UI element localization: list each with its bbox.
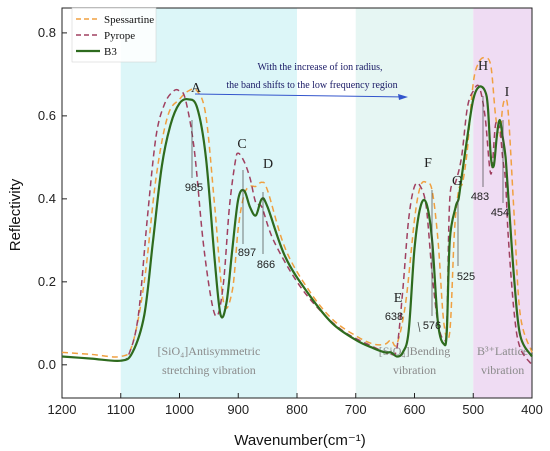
- band-1-label-1: vibration: [393, 363, 436, 377]
- y-tick-label-3: 0.6: [38, 108, 56, 123]
- x-tick-label-7: 500: [462, 402, 484, 417]
- band-1: [355, 8, 474, 398]
- band-1-label-0: [SiO₄]Bending: [379, 344, 451, 358]
- shift-annotation: With the increase of ion radius, the ban…: [194, 62, 408, 100]
- peak-line-E: [417, 321, 421, 333]
- legend-label-b3: B3: [104, 46, 117, 58]
- axes: 1200 1100 1000 900 800 700 600 500 400 0.0 0.2 0.4 0…: [38, 7, 543, 417]
- x-tick-label-0: 1200: [48, 402, 77, 417]
- peak-value-C: 897: [238, 247, 256, 259]
- data-series: [61, 56, 533, 366]
- legend: Spessartine Pyrope B3: [71, 7, 157, 63]
- band-2-label-0: B³⁺Lattice: [477, 344, 528, 358]
- x-tick-label-1: 1100: [107, 402, 135, 417]
- peak-value-D: 866: [257, 259, 275, 271]
- peak-annotations: A 985 C 897 D 866 E 638 F 576 G 525 H 483 I 454: [185, 59, 510, 333]
- x-tick-label-4: 800: [286, 402, 308, 417]
- y-tick-label-4: 0.8: [38, 25, 56, 40]
- legend-label-pyrope: Pyrope: [104, 30, 135, 42]
- annotation-line-2: the band shifts to the low frequency reg…: [226, 80, 397, 91]
- series-line-spessartine: [61, 56, 533, 358]
- shift-arrow-line: [194, 93, 406, 98]
- peak-letter-I: I: [505, 85, 510, 100]
- peak-letter-E: E: [394, 291, 403, 306]
- peak-letter-G: G: [452, 174, 462, 189]
- series-line-b3: [61, 85, 533, 363]
- peak-letter-A: A: [191, 81, 202, 96]
- peak-letter-D: D: [263, 157, 273, 172]
- peak-value-H: 483: [471, 191, 489, 203]
- y-tick-label-2: 0.4: [38, 191, 56, 206]
- y-axis-title: Reflectivity: [7, 178, 24, 251]
- peak-value-A: 985: [185, 182, 203, 194]
- band-0-label-1: stretching vibration: [162, 363, 256, 377]
- x-tick-label-5: 700: [345, 402, 367, 417]
- x-tick-label-2: 1000: [165, 402, 194, 417]
- peak-letter-C: C: [237, 137, 246, 152]
- band-0-label-0: [SiO₄]Antisymmetric: [157, 344, 260, 358]
- x-tick-label-8: 400: [521, 402, 543, 417]
- band-2: [473, 8, 532, 398]
- y-tick-label-1: 0.2: [38, 274, 56, 289]
- x-axis-title: Wavenumber(cm⁻¹): [234, 432, 366, 449]
- y-tick-label-0: 0.0: [38, 357, 56, 372]
- x-tick-label-6: 600: [404, 402, 426, 417]
- x-tick-label-3: 900: [227, 402, 249, 417]
- peak-value-E: 638: [385, 311, 403, 323]
- band-0: [120, 8, 297, 398]
- annotation-line-1: With the increase of ion radius,: [257, 62, 382, 73]
- band-2-label-1: vibration: [481, 363, 524, 377]
- peak-value-I: 454: [491, 207, 509, 219]
- peak-value-G: 525: [457, 271, 475, 283]
- vibration-bands: [SiO₄]Antisymmetric stretching vibration […: [120, 8, 532, 398]
- shift-arrow-head: [398, 94, 408, 100]
- peak-letter-F: F: [424, 156, 432, 171]
- peak-value-F: 576: [423, 320, 441, 332]
- peak-letter-H: H: [478, 59, 488, 74]
- legend-label-spessartine: Spessartine: [104, 14, 154, 26]
